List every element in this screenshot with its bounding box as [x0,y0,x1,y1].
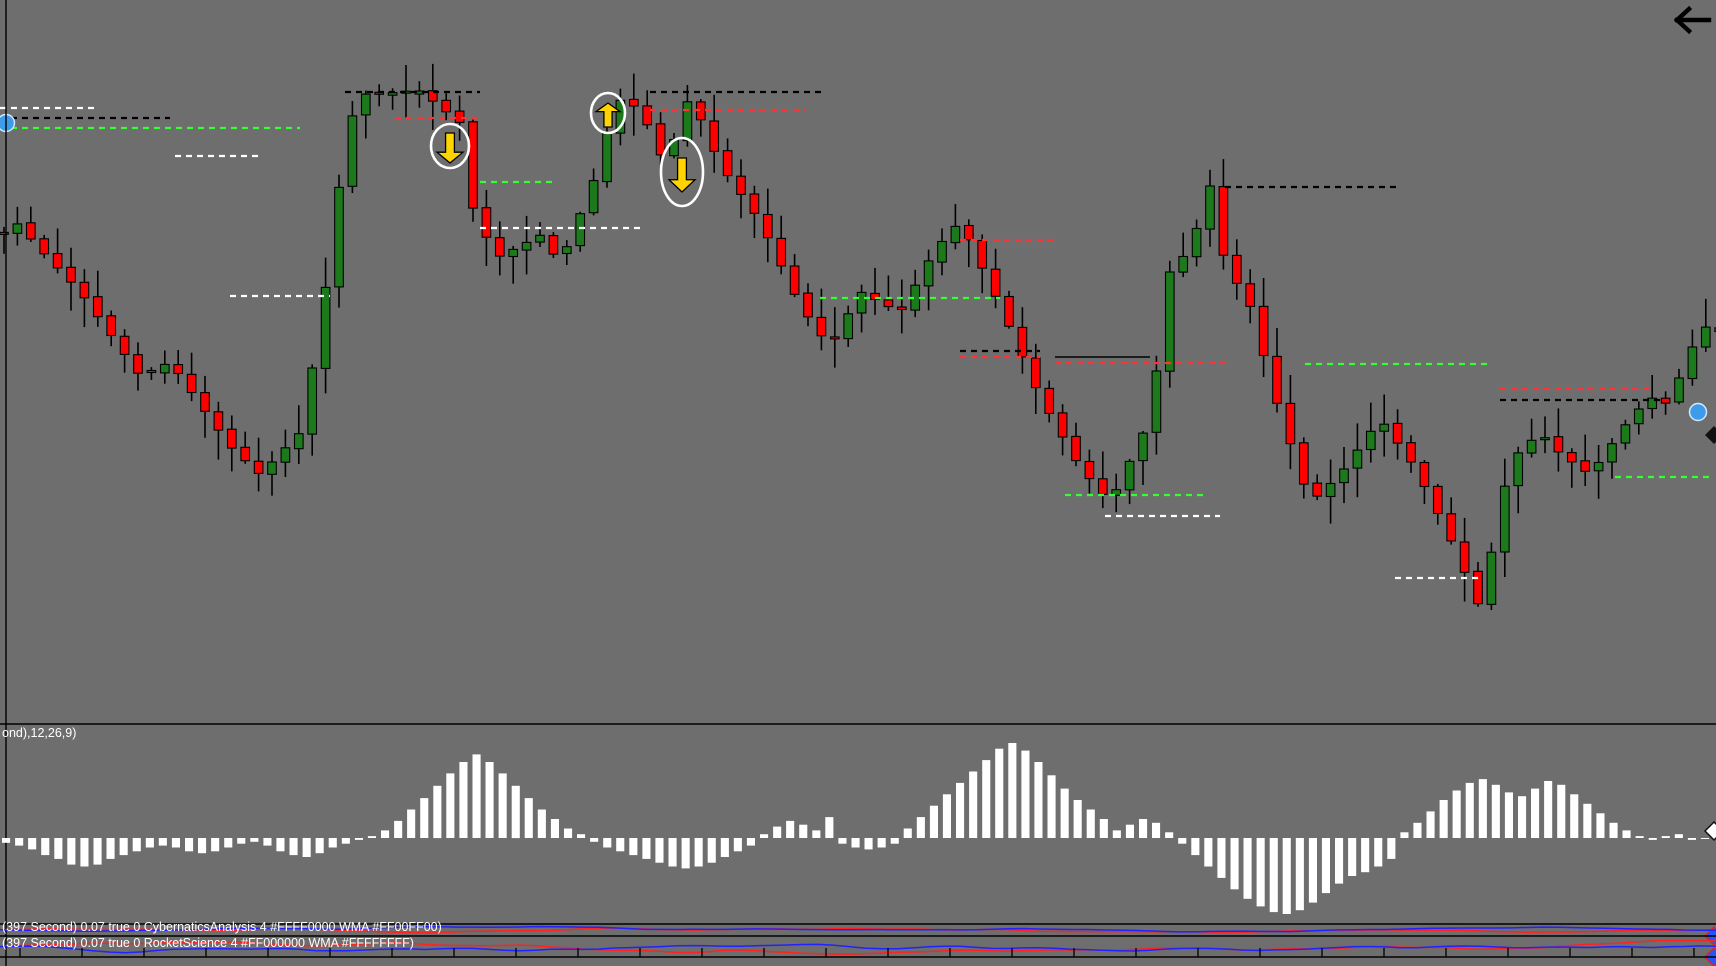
svg-text:(397 Second) 0.07 true 0 Rocke: (397 Second) 0.07 true 0 RocketScience 4… [2,936,414,950]
svg-text:(397 Second) 0.07 true 0 Cyber: (397 Second) 0.07 true 0 CybernaticsAnal… [2,920,442,934]
svg-text:ond),12,26,9): ond),12,26,9) [2,726,76,740]
